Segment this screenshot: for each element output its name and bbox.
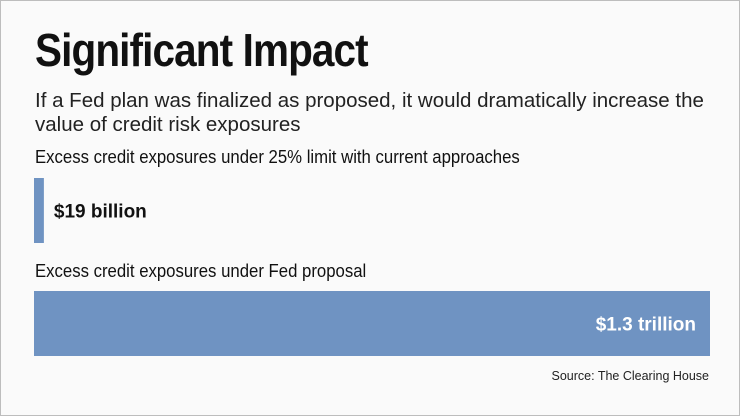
chart-subtitle: If a Fed plan was finalized as proposed,… bbox=[35, 89, 704, 136]
chart-title: Significant Impact bbox=[35, 24, 369, 76]
data-label-current: $19 billion bbox=[54, 202, 147, 223]
category-label-current: Excess credit exposures under 25% limit … bbox=[35, 147, 520, 167]
category-label-proposal: Excess credit exposures under Fed propos… bbox=[35, 261, 367, 281]
bar-proposal bbox=[34, 291, 710, 356]
data-label-proposal: $1.3 trillion bbox=[596, 315, 696, 336]
bar-current bbox=[34, 178, 44, 243]
source-note: Source: The Clearing House bbox=[551, 369, 710, 383]
